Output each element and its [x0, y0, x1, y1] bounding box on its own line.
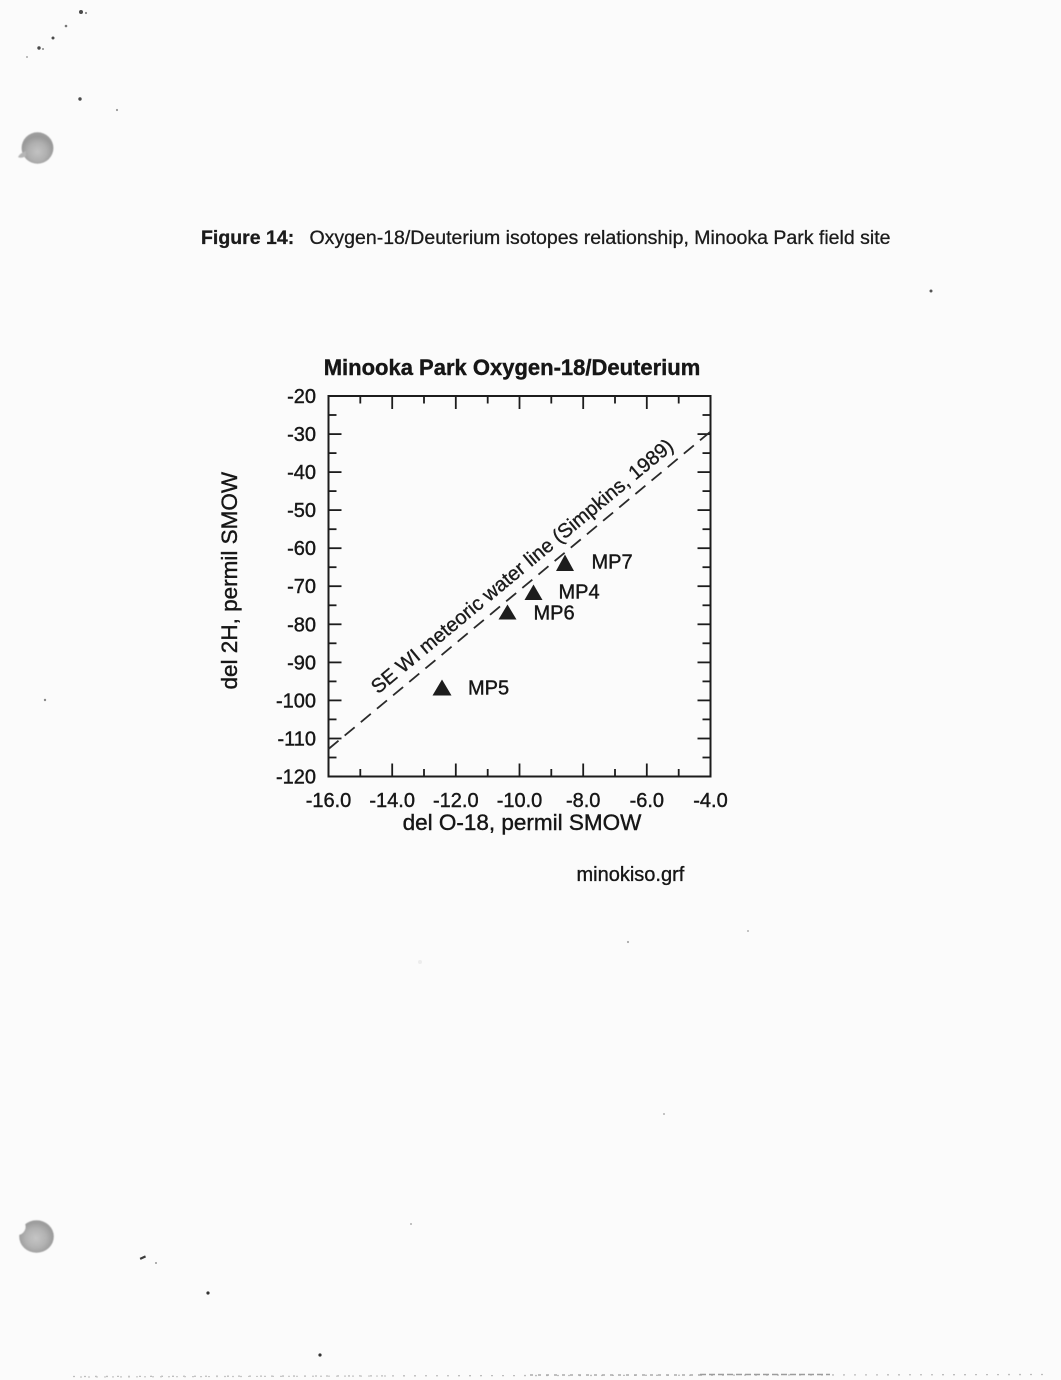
svg-text:del 2H, permil SMOW: del 2H, permil SMOW [217, 471, 242, 689]
svg-text:del O-18, permil SMOW: del O-18, permil SMOW [403, 810, 643, 835]
svg-text:minokiso.grf: minokiso.grf [577, 864, 685, 886]
svg-text:-100: -100 [276, 690, 316, 712]
svg-text:-12.0: -12.0 [433, 790, 479, 812]
svg-text:-8.0: -8.0 [566, 790, 600, 812]
svg-text:-120: -120 [276, 767, 316, 789]
svg-text:Minooka Park Oxygen-18/Deuteri: Minooka Park Oxygen-18/Deuterium [324, 355, 701, 380]
svg-text:-4.0: -4.0 [693, 790, 727, 812]
svg-text:-6.0: -6.0 [630, 790, 664, 812]
svg-text:MP5: MP5 [468, 678, 509, 700]
svg-text:-40: -40 [287, 462, 316, 484]
svg-text:-30: -30 [287, 424, 316, 446]
svg-text:-50: -50 [287, 500, 316, 522]
svg-text:Oxygen-18/Deuterium isotopes r: Oxygen-18/Deuterium isotopes relationshi… [310, 227, 891, 249]
svg-text:-60: -60 [287, 538, 316, 560]
svg-text:MP7: MP7 [592, 552, 633, 574]
svg-text:-14.0: -14.0 [369, 790, 415, 812]
svg-text:-10.0: -10.0 [497, 790, 543, 812]
svg-text:-70: -70 [287, 576, 316, 598]
svg-text:-90: -90 [287, 652, 316, 674]
svg-text:-110: -110 [277, 729, 316, 751]
svg-text:MP6: MP6 [534, 603, 575, 625]
svg-text:MP4: MP4 [559, 582, 600, 604]
svg-text:-16.0: -16.0 [306, 790, 352, 812]
svg-text:-20: -20 [287, 386, 316, 408]
svg-text:Figure 14:: Figure 14: [201, 227, 294, 249]
svg-text:-80: -80 [287, 614, 316, 636]
